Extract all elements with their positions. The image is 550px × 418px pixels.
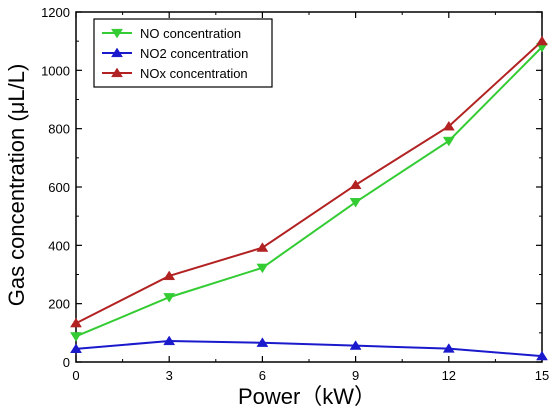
y-tick-label: 1200 bbox=[41, 5, 70, 20]
legend-label: NOx concentration bbox=[140, 66, 248, 81]
data-point bbox=[70, 332, 82, 342]
series-line bbox=[75, 339, 543, 358]
x-tick-label: 12 bbox=[442, 368, 456, 383]
data-point bbox=[349, 198, 362, 208]
legend-item: NO concentration bbox=[102, 26, 241, 41]
data-point bbox=[442, 343, 455, 353]
y-tick-label: 1000 bbox=[41, 63, 70, 78]
legend-label: NO2 concentration bbox=[140, 46, 248, 61]
y-tick-label: 200 bbox=[48, 297, 70, 312]
data-point bbox=[349, 179, 362, 190]
data-point bbox=[349, 340, 362, 350]
series-2 bbox=[70, 35, 548, 328]
data-point bbox=[536, 35, 548, 46]
x-tick-label: 3 bbox=[166, 368, 173, 383]
series-0 bbox=[70, 42, 548, 342]
plot-area: 0 200 400 600 800 1000 1200 0 3 6 9 12 15 bbox=[41, 5, 549, 383]
y-tick-label: 800 bbox=[48, 122, 70, 137]
data-point bbox=[163, 335, 176, 346]
y-axis-title: Gas concentration (μL/L) bbox=[4, 64, 29, 307]
data-point bbox=[163, 293, 176, 303]
y-tick-label: 400 bbox=[48, 238, 70, 253]
data-point bbox=[256, 263, 269, 274]
x-tick-label: 9 bbox=[352, 368, 359, 383]
legend-item: NO2 concentration bbox=[102, 46, 248, 61]
legend-item: NOx concentration bbox=[102, 66, 248, 81]
x-tick-label: 6 bbox=[259, 368, 266, 383]
x-axis-title: Power（kW） bbox=[238, 384, 376, 409]
x-tick-label: 15 bbox=[535, 368, 549, 383]
y-tick-label: 0 bbox=[63, 355, 70, 370]
data-point bbox=[256, 242, 269, 252]
x-tick-label: 0 bbox=[72, 368, 79, 383]
legend-marker bbox=[111, 47, 123, 58]
legend-marker bbox=[111, 28, 123, 39]
data-point bbox=[442, 136, 455, 147]
data-point bbox=[163, 270, 176, 281]
series-1 bbox=[70, 335, 548, 361]
data-point bbox=[536, 350, 548, 361]
data-point bbox=[70, 343, 82, 353]
data-point bbox=[70, 317, 82, 328]
legend-marker bbox=[111, 67, 123, 78]
series-line bbox=[75, 40, 543, 325]
series-line bbox=[75, 46, 543, 338]
y-tick-label: 600 bbox=[48, 180, 70, 195]
data-point bbox=[256, 337, 269, 347]
data-point bbox=[442, 120, 455, 131]
legend: NO concentration NO2 concentration NOx con… bbox=[93, 18, 273, 88]
legend-label: NO concentration bbox=[140, 26, 241, 41]
